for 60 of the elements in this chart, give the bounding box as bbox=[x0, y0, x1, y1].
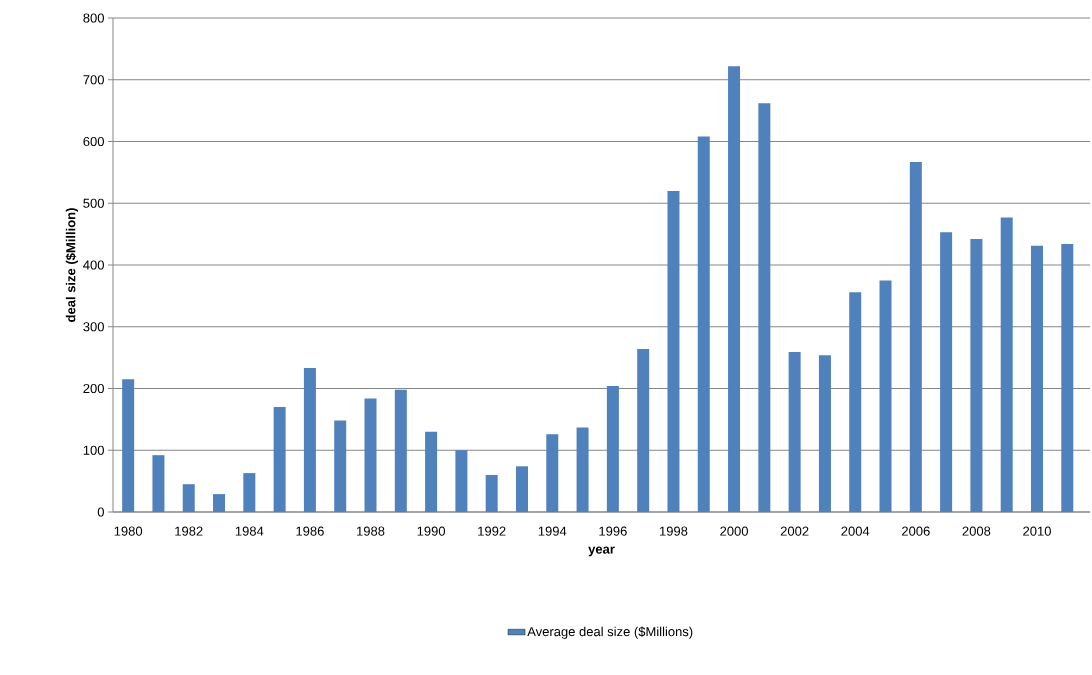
bar bbox=[485, 474, 498, 512]
bar bbox=[758, 103, 771, 512]
bar bbox=[728, 66, 741, 512]
y-tick-label: 0 bbox=[97, 507, 104, 517]
y-tick-label: 200 bbox=[83, 383, 104, 394]
bar bbox=[970, 239, 983, 512]
y-tick-label: 500 bbox=[83, 198, 104, 208]
bar bbox=[1061, 244, 1074, 512]
x-tick-label: 1988 bbox=[357, 526, 385, 536]
x-tick-label: 2002 bbox=[780, 526, 809, 536]
x-tick-label: 1982 bbox=[175, 526, 203, 536]
x-tick-label: 2000 bbox=[720, 526, 748, 536]
x-tick-label: 1992 bbox=[478, 526, 506, 536]
bar bbox=[879, 280, 892, 512]
bar bbox=[152, 455, 165, 512]
bar bbox=[243, 473, 256, 512]
bar bbox=[1000, 217, 1013, 512]
bar bbox=[940, 232, 953, 512]
bar bbox=[213, 494, 226, 512]
bar bbox=[697, 136, 710, 512]
bar bbox=[849, 292, 862, 512]
x-tick-label: 1984 bbox=[235, 526, 264, 536]
x-tick-label: 1990 bbox=[417, 526, 446, 536]
x-axis-title: year bbox=[588, 546, 615, 557]
y-tick-label: 100 bbox=[83, 445, 104, 455]
bar bbox=[667, 190, 680, 512]
bar bbox=[334, 420, 347, 512]
y-tick-label: 300 bbox=[83, 322, 104, 332]
y-tick-label: 800 bbox=[83, 13, 104, 23]
legend-label: Average deal size ($Millions) bbox=[527, 626, 693, 639]
bar bbox=[818, 355, 831, 512]
x-tick-label: 1980 bbox=[114, 526, 143, 536]
y-axis-title: deal size ($Million) bbox=[65, 208, 78, 322]
bar bbox=[455, 450, 468, 512]
bar bbox=[273, 407, 286, 512]
y-tick-label: 600 bbox=[83, 136, 104, 147]
bar bbox=[364, 398, 377, 512]
bar bbox=[637, 348, 650, 512]
y-tick-label: 700 bbox=[83, 75, 104, 85]
bar bbox=[122, 379, 135, 512]
x-tick-label: 2006 bbox=[902, 526, 930, 536]
y-tick-label: 400 bbox=[83, 260, 104, 270]
x-tick-label: 2004 bbox=[841, 526, 870, 536]
x-tick-label: 1998 bbox=[659, 526, 688, 536]
x-tick-label: 2010 bbox=[1023, 526, 1051, 536]
bar bbox=[515, 466, 528, 512]
bar bbox=[394, 389, 407, 512]
x-tick-label: 1986 bbox=[296, 526, 324, 536]
bar bbox=[425, 431, 438, 512]
x-tick-label: 1996 bbox=[599, 526, 627, 536]
x-tick-label: 1994 bbox=[538, 526, 567, 536]
bar bbox=[546, 434, 559, 512]
bar bbox=[606, 386, 619, 512]
bar bbox=[1031, 245, 1043, 512]
bar bbox=[303, 368, 316, 512]
bar bbox=[788, 352, 801, 512]
bar bbox=[909, 161, 922, 512]
bar bbox=[576, 427, 589, 512]
x-tick-label: 2008 bbox=[962, 526, 991, 536]
bar bbox=[182, 484, 195, 512]
